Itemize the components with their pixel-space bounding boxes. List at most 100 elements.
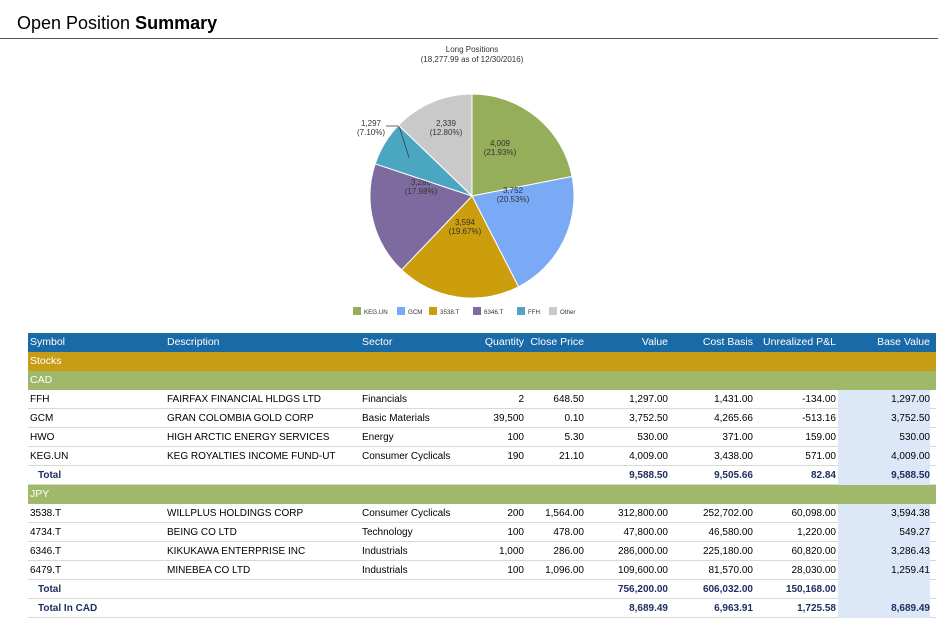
legend-swatch [429,307,437,315]
cell-value: 286,000.00 [617,546,668,557]
cell-description: KIKUKAWA ENTERPRISE INC [167,546,306,557]
cell-quantity: 190 [507,451,524,462]
total-base-value [838,580,930,599]
header-sector: Sector [362,336,393,348]
header-description: Description [167,336,220,348]
cell-symbol: 6479.T [30,565,62,576]
cell-quantity: 2 [518,394,524,405]
total-label: Total [38,584,62,595]
cell-value: 109,600.00 [617,565,668,576]
cell-close-price: 0.10 [564,413,584,424]
cell-unrealized-pnl: 60,820.00 [791,546,837,557]
cell-value: 3,752.50 [629,413,668,424]
header-base-value: Base Value [877,336,930,348]
legend-label: GCM [408,309,422,316]
legend-swatch [473,307,481,315]
pie-slice-3538-t [400,195,520,299]
cell-cost-basis: 225,180.00 [702,546,753,557]
cell-close-price: 648.50 [553,394,584,405]
cell-base-value: 1,297.00 [838,390,930,409]
total-value: 756,200.00 [617,584,668,595]
cell-symbol: HWO [30,432,55,443]
pie-label-percent: (21.93%) [484,148,517,157]
cell-base-value: 530.00 [838,428,930,447]
cell-unrealized-pnl: 28,030.00 [791,565,837,576]
pie-label-value: 3,594 [455,218,476,227]
legend-swatch [517,307,525,315]
table-row: HWO HIGH ARCTIC ENERGY SERVICES Energy 100 5… [28,428,936,447]
legend-label: FFH [528,309,540,316]
cell-sector: Technology [362,527,413,538]
cell-quantity: 100 [507,565,524,576]
legend-label: Other [560,309,575,316]
total-label: Total [38,470,62,481]
legend-label: 3538.T [440,309,459,316]
page-title-bold: Summary [135,13,218,33]
currency-label: CAD [30,374,53,386]
cell-description: HIGH ARCTIC ENERGY SERVICES [167,432,330,443]
total-row: Total 9,588.50 9,505.66 82.84 9,588.50 [28,466,936,485]
cell-description: KEG ROYALTIES INCOME FUND-UT [167,451,336,462]
cell-sector: Industrials [362,565,408,576]
cell-base-value: 3,286.43 [838,542,930,561]
cell-cost-basis: 81,570.00 [708,565,754,576]
cell-cost-basis: 4,265.66 [714,413,753,424]
table-row: GCM GRAN COLOMBIA GOLD CORP Basic Material… [28,409,936,428]
legend-swatch [549,307,557,315]
cell-close-price: 1,096.00 [545,565,584,576]
cell-description: MINEBEA CO LTD [167,565,251,576]
legend-label: 6346.T [484,309,503,316]
cell-close-price: 21.10 [558,451,584,462]
cell-base-value: 4,009.00 [838,447,930,466]
grand-total-row: Total In CAD 8,689.49 6,963.91 1,725.58 8,68… [28,599,936,618]
cell-unrealized-pnl: -134.00 [802,394,836,405]
cell-quantity: 100 [507,432,524,443]
header-cost-basis: Cost Basis [702,336,753,348]
cell-close-price: 286.00 [553,546,584,557]
cell-base-value: 3,752.50 [838,409,930,428]
page-title-regular: Open Position [17,13,131,33]
cell-base-value: 549.27 [838,523,930,542]
pie-label-percent: (12.80%) [430,128,463,137]
total-cost-basis: 9,505.66 [714,470,753,481]
page-header: Open Position Summary [0,0,938,39]
positions-table: Symbol Description Sector Quantity Close Pri… [28,333,936,618]
grand-total-cost-basis: 6,963.91 [714,603,753,614]
group-row-stocks: Stocks [28,352,936,371]
cell-value: 530.00 [637,432,668,443]
header-quantity: Quantity [484,336,524,348]
total-row: Total 756,200.00 606,032.00 150,168.00 [28,580,936,599]
pie-slice-gcm [471,175,575,288]
pie-label-percent: (17.98%) [405,187,438,196]
pie-label-percent: (19.67%) [449,227,482,236]
cell-sector: Industrials [362,546,408,557]
cell-cost-basis: 252,702.00 [702,508,753,519]
total-unrealized-pnl: 82.84 [810,470,836,481]
header-close-price: Close Price [530,336,584,348]
cell-value: 4,009.00 [629,451,668,462]
grand-total-base-value: 8,689.49 [838,599,930,618]
cell-symbol: FFH [30,394,50,405]
header-unrealized-p-l: Unrealized P&L [763,336,836,348]
pie-slice-other [397,93,473,198]
table-row: KEG.UN KEG ROYALTIES INCOME FUND-UT Consum… [28,447,936,466]
legend-swatch [397,307,405,315]
group-label: Stocks [30,355,62,367]
grand-total-unrealized-pnl: 1,725.58 [797,603,836,614]
cell-close-price: 1,564.00 [545,508,584,519]
pie-label-percent: (20.53%) [497,195,530,204]
cell-sector: Consumer Cyclicals [362,508,451,519]
cell-close-price: 5.30 [564,432,584,443]
cell-description: WILLPLUS HOLDINGS CORP [167,508,304,519]
cell-sector: Financials [362,394,408,405]
pie-label-percent: (7.10%) [357,128,385,137]
cell-quantity: 200 [507,508,524,519]
pie-label-value: 1,297 [361,119,382,128]
legend-swatch [353,307,361,315]
pie-label-value: 4,009 [490,139,511,148]
total-cost-basis: 606,032.00 [702,584,753,595]
pie-label-value: 3,286 [411,178,432,187]
cell-quantity: 1,000 [498,546,524,557]
pie-slice-6346-t [369,163,473,271]
table-row: FFH FAIRFAX FINANCIAL HLDGS LTD Financials… [28,390,936,409]
